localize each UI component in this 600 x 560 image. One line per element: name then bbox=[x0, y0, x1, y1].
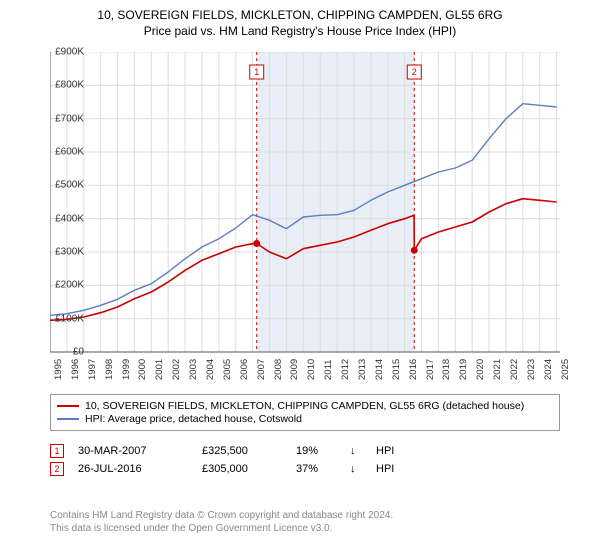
x-tick-label: 2009 bbox=[289, 359, 300, 380]
x-tick-label: 2013 bbox=[357, 359, 368, 380]
footnote: Contains HM Land Registry data © Crown c… bbox=[50, 510, 560, 535]
footnote-line-2: This data is licensed under the Open Gov… bbox=[50, 523, 560, 536]
legend: 10, SOVEREIGN FIELDS, MICKLETON, CHIPPIN… bbox=[50, 394, 560, 431]
x-tick-label: 2002 bbox=[171, 359, 182, 380]
title-block: 10, SOVEREIGN FIELDS, MICKLETON, CHIPPIN… bbox=[0, 0, 600, 42]
x-tick-label: 2022 bbox=[509, 359, 520, 380]
down-arrow-icon: ↓ bbox=[350, 463, 362, 475]
x-tick-label: 1996 bbox=[70, 359, 81, 380]
y-tick-label: £300K bbox=[55, 247, 84, 258]
transactions-table: 1 30-MAR-2007 £325,500 19% ↓ HPI 2 26-JU… bbox=[50, 440, 560, 480]
svg-text:2: 2 bbox=[412, 67, 417, 77]
legend-swatch-hpi bbox=[57, 418, 79, 420]
x-tick-label: 1997 bbox=[87, 359, 98, 380]
transaction-marker-2: 2 bbox=[50, 462, 64, 476]
transaction-suffix-1: HPI bbox=[376, 445, 406, 457]
chart-svg: 12 bbox=[50, 52, 560, 382]
x-tick-label: 2011 bbox=[323, 360, 334, 380]
chart-area: 12 bbox=[50, 52, 560, 382]
transaction-row-2: 2 26-JUL-2016 £305,000 37% ↓ HPI bbox=[50, 462, 560, 476]
legend-row-hpi: HPI: Average price, detached house, Cots… bbox=[57, 413, 553, 425]
x-tick-label: 2021 bbox=[492, 359, 503, 380]
x-tick-label: 2010 bbox=[306, 359, 317, 380]
x-tick-label: 2017 bbox=[425, 359, 436, 380]
x-tick-label: 2014 bbox=[374, 359, 385, 380]
transaction-suffix-2: HPI bbox=[376, 463, 406, 475]
x-tick-label: 2016 bbox=[408, 359, 419, 380]
transaction-date-2: 26-JUL-2016 bbox=[78, 463, 188, 475]
x-tick-label: 2003 bbox=[188, 359, 199, 380]
footnote-line-1: Contains HM Land Registry data © Crown c… bbox=[50, 510, 560, 523]
legend-label-property: 10, SOVEREIGN FIELDS, MICKLETON, CHIPPIN… bbox=[85, 400, 524, 412]
legend-row-property: 10, SOVEREIGN FIELDS, MICKLETON, CHIPPIN… bbox=[57, 400, 553, 412]
x-tick-label: 1999 bbox=[121, 359, 132, 380]
x-tick-label: 2023 bbox=[526, 359, 537, 380]
x-tick-label: 2012 bbox=[340, 359, 351, 380]
x-tick-label: 1998 bbox=[104, 359, 115, 380]
x-tick-label: 2000 bbox=[137, 359, 148, 380]
y-tick-label: £400K bbox=[55, 213, 84, 224]
y-tick-label: £0 bbox=[73, 347, 84, 358]
transaction-price-2: £305,000 bbox=[202, 463, 282, 475]
x-tick-label: 2025 bbox=[560, 359, 571, 380]
y-tick-label: £900K bbox=[55, 47, 84, 58]
transaction-marker-1: 1 bbox=[50, 444, 64, 458]
x-tick-label: 2006 bbox=[239, 359, 250, 380]
chart-title-subtitle: Price paid vs. HM Land Registry's House … bbox=[10, 24, 590, 38]
y-tick-label: £100K bbox=[55, 313, 84, 324]
legend-label-hpi: HPI: Average price, detached house, Cots… bbox=[85, 413, 302, 425]
transaction-row-1: 1 30-MAR-2007 £325,500 19% ↓ HPI bbox=[50, 444, 560, 458]
y-tick-label: £500K bbox=[55, 180, 84, 191]
y-tick-label: £200K bbox=[55, 280, 84, 291]
transaction-pct-2: 37% bbox=[296, 463, 336, 475]
x-tick-label: 2019 bbox=[458, 359, 469, 380]
y-tick-label: £600K bbox=[55, 147, 84, 158]
x-tick-label: 2004 bbox=[205, 359, 216, 380]
transaction-price-1: £325,500 bbox=[202, 445, 282, 457]
x-tick-label: 2024 bbox=[543, 359, 554, 380]
transaction-date-1: 30-MAR-2007 bbox=[78, 445, 188, 457]
x-tick-label: 2020 bbox=[475, 359, 486, 380]
transaction-pct-1: 19% bbox=[296, 445, 336, 457]
chart-title-address: 10, SOVEREIGN FIELDS, MICKLETON, CHIPPIN… bbox=[10, 8, 590, 22]
legend-swatch-property bbox=[57, 405, 79, 407]
y-tick-label: £700K bbox=[55, 113, 84, 124]
x-tick-label: 2008 bbox=[273, 359, 284, 380]
svg-text:1: 1 bbox=[254, 67, 259, 77]
x-tick-label: 2015 bbox=[391, 359, 402, 380]
x-tick-label: 2001 bbox=[154, 359, 165, 380]
x-tick-label: 2007 bbox=[256, 359, 267, 380]
down-arrow-icon: ↓ bbox=[350, 445, 362, 457]
chart-container: 10, SOVEREIGN FIELDS, MICKLETON, CHIPPIN… bbox=[0, 0, 600, 560]
x-tick-label: 1995 bbox=[53, 359, 64, 380]
x-tick-label: 2005 bbox=[222, 359, 233, 380]
x-tick-label: 2018 bbox=[441, 359, 452, 380]
y-tick-label: £800K bbox=[55, 80, 84, 91]
